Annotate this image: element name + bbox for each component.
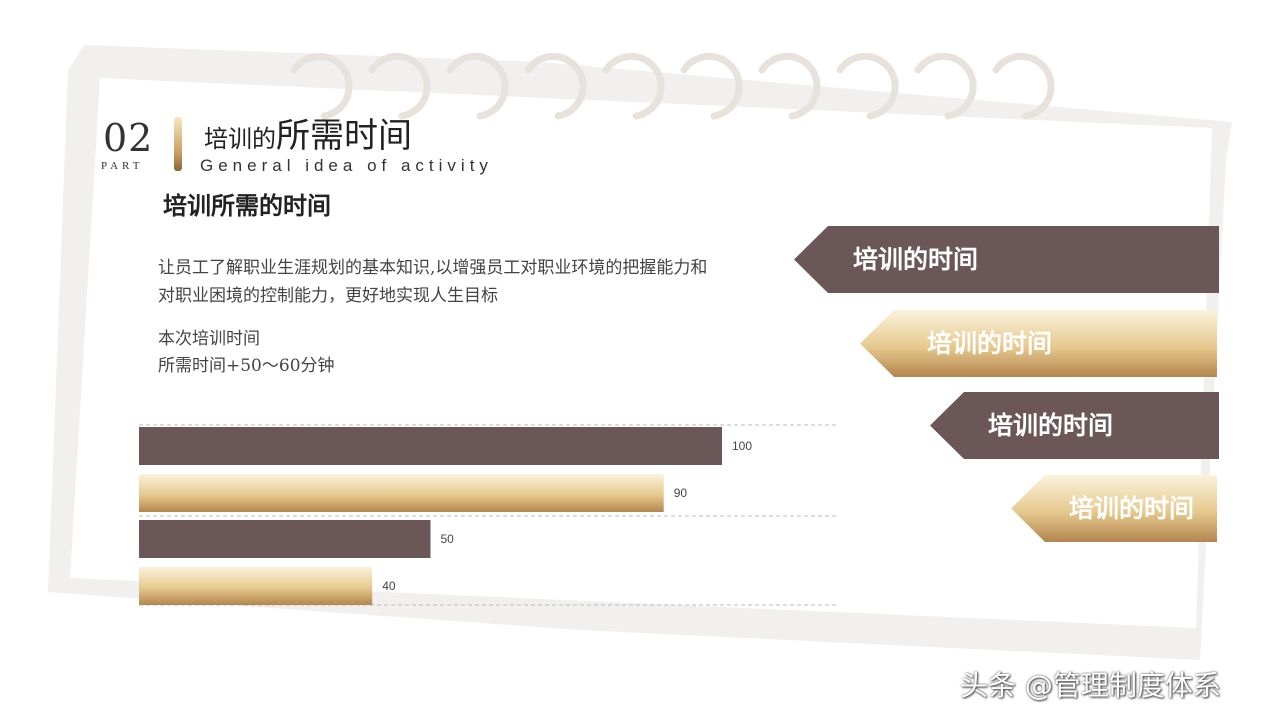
ring-5	[602, 52, 665, 120]
bar-2	[139, 474, 664, 512]
gold-accent-bar	[174, 117, 182, 171]
bar-chart: 100 90 50 40	[139, 424, 836, 606]
bar-4-label: 40	[382, 579, 396, 593]
tag-2: 培训的时间	[860, 310, 1217, 377]
tag-3: 培训的时间	[930, 392, 1219, 459]
bar-3-label: 50	[441, 532, 455, 546]
tag-1-label: 培训的时间	[853, 245, 979, 274]
bar-1-label: 100	[732, 439, 752, 453]
training-time-block: 本次培训时间 所需时间+50～60分钟	[158, 326, 335, 380]
tag-4: 培训的时间	[1011, 475, 1217, 542]
ring-2	[368, 52, 431, 120]
bar-2-label: 90	[674, 486, 688, 500]
time-label: 本次培训时间	[158, 329, 260, 349]
page-title-large: 所需时间	[276, 116, 412, 156]
ring-3	[446, 52, 509, 120]
section-title: 培训所需的时间	[163, 191, 331, 220]
ring-9	[914, 52, 977, 120]
part-label: PART	[101, 160, 144, 172]
tag-3-label: 培训的时间	[988, 411, 1114, 440]
page-title-small: 培训的	[204, 125, 276, 153]
ring-6	[680, 52, 743, 120]
bar-3	[139, 520, 431, 558]
ring-1	[290, 52, 353, 120]
watermark: 头条 @管理制度体系	[960, 669, 1221, 702]
ring-7	[758, 52, 821, 120]
ring-4	[524, 52, 587, 120]
ring-8	[836, 52, 899, 120]
ring-10	[992, 52, 1055, 120]
description-paragraph: 让员工了解职业生涯规划的基本知识,以增强员工对职业环境的把握能力和对职业困境的控…	[158, 258, 708, 306]
page-title: 培训的所需时间	[204, 108, 412, 157]
bar-4	[139, 567, 373, 605]
part-number: 02	[103, 116, 154, 160]
tag-4-label: 培训的时间	[1069, 494, 1195, 523]
time-value: 所需时间+50～60分钟	[158, 356, 335, 376]
tag-2-label: 培训的时间	[927, 329, 1053, 358]
decorative-rings	[290, 52, 1055, 120]
page-subtitle: General idea of activity	[200, 156, 493, 175]
tag-1: 培训的时间	[794, 226, 1219, 293]
bar-1	[139, 427, 722, 465]
